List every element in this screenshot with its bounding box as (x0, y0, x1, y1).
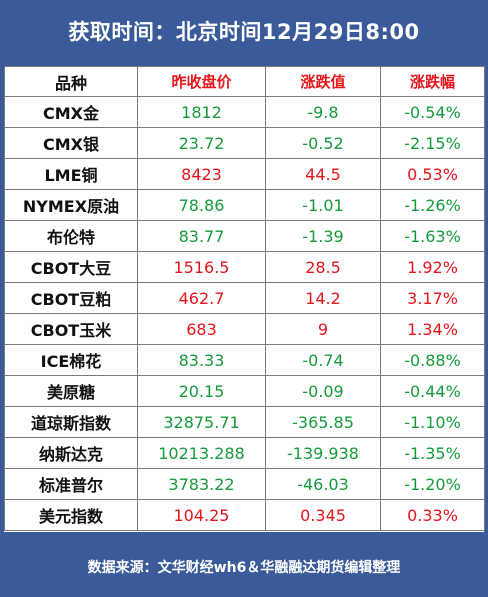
prev-close-cell: 83.33 (137, 344, 266, 376)
product-name-cell: NYMEX原油 (4, 189, 138, 221)
prev-close-cell: 462.7 (137, 282, 266, 314)
prev-close-cell: 3783.22 (137, 468, 266, 500)
change-cell: -365.85 (265, 406, 381, 438)
product-name-cell: 道琼斯指数 (4, 406, 138, 438)
change-cell: 0.345 (265, 499, 381, 531)
header-product: 品种 (4, 66, 138, 97)
product-name-cell: CMX银 (4, 127, 138, 159)
table-row: CBOT大豆 1516.5 28.5 1.92% (4, 251, 485, 283)
data-source-note: 数据来源：文华财经wh6＆华融融达期货编辑整理 (87, 559, 401, 576)
change-pct-cell: 0.33% (380, 499, 485, 531)
change-cell: -1.39 (265, 220, 381, 252)
quote-table: 品种 昨收盘价 涨跌值 涨跌幅 CMX金 1812 -9.8 -0.54% CMX银 23… (4, 66, 485, 531)
change-cell: -139.938 (265, 437, 381, 469)
change-pct-cell: -0.44% (380, 375, 485, 407)
table-row: NYMEX原油 78.86 -1.01 -1.26% (4, 189, 485, 221)
table-row: 标准普尔 3783.22 -46.03 -1.20% (4, 468, 485, 500)
change-cell: -46.03 (265, 468, 381, 500)
change-pct-cell: -0.54% (380, 96, 485, 128)
table-row: ICE棉花 83.33 -0.74 -0.88% (4, 344, 485, 376)
prev-close-cell: 10213.288 (137, 437, 266, 469)
prev-close-cell: 1516.5 (137, 251, 266, 283)
page-title: 获取时间：北京时间12月29日8:00 (68, 20, 420, 44)
product-name-cell: 美原糖 (4, 375, 138, 407)
table-row: CMX银 23.72 -0.52 -2.15% (4, 127, 485, 159)
change-pct-cell: 0.53% (380, 158, 485, 190)
change-pct-cell: -1.20% (380, 468, 485, 500)
product-name-cell: 布伦特 (4, 220, 138, 252)
change-pct-cell: -1.10% (380, 406, 485, 438)
change-pct-cell: -1.63% (380, 220, 485, 252)
table-row: 布伦特 83.77 -1.39 -1.63% (4, 220, 485, 252)
prev-close-cell: 104.25 (137, 499, 266, 531)
table-row: LME铜 8423 44.5 0.53% (4, 158, 485, 190)
prev-close-cell: 23.72 (137, 127, 266, 159)
change-pct-cell: -1.26% (380, 189, 485, 221)
product-name-cell: ICE棉花 (4, 344, 138, 376)
change-cell: -0.74 (265, 344, 381, 376)
product-name-cell: 美元指数 (4, 499, 138, 531)
prev-close-cell: 20.15 (137, 375, 266, 407)
prev-close-cell: 32875.71 (137, 406, 266, 438)
change-pct-cell: -2.15% (380, 127, 485, 159)
table-row: CBOT玉米 683 9 1.34% (4, 313, 485, 345)
header-prev-close: 昨收盘价 (137, 66, 266, 97)
product-name-cell: LME铜 (4, 158, 138, 190)
product-name-cell: 纳斯达克 (4, 437, 138, 469)
change-cell: -0.52 (265, 127, 381, 159)
table-row: 纳斯达克 10213.288 -139.938 -1.35% (4, 437, 485, 469)
table-row: 美元指数 104.25 0.345 0.33% (4, 499, 485, 531)
table-header-row: 品种 昨收盘价 涨跌值 涨跌幅 (4, 66, 485, 97)
prev-close-cell: 78.86 (137, 189, 266, 221)
header-change: 涨跌值 (265, 66, 381, 97)
table-row: CBOT豆粕 462.7 14.2 3.17% (4, 282, 485, 314)
product-name-cell: CMX金 (4, 96, 138, 128)
change-pct-cell: -1.35% (380, 437, 485, 469)
change-pct-cell: 1.34% (380, 313, 485, 345)
table-row: 美原糖 20.15 -0.09 -0.44% (4, 375, 485, 407)
table-row: CMX金 1812 -9.8 -0.54% (4, 96, 485, 128)
change-cell: 28.5 (265, 251, 381, 283)
prev-close-cell: 1812 (137, 96, 266, 128)
prev-close-cell: 683 (137, 313, 266, 345)
change-cell: 14.2 (265, 282, 381, 314)
change-cell: 44.5 (265, 158, 381, 190)
table-row: 道琼斯指数 32875.71 -365.85 -1.10% (4, 406, 485, 438)
product-name-cell: CBOT大豆 (4, 251, 138, 283)
change-pct-cell: 1.92% (380, 251, 485, 283)
quote-table-container: 品种 昨收盘价 涨跌值 涨跌幅 CMX金 1812 -9.8 -0.54% CMX银 23… (4, 66, 485, 532)
product-name-cell: 标准普尔 (4, 468, 138, 500)
change-pct-cell: 3.17% (380, 282, 485, 314)
change-cell: -9.8 (265, 96, 381, 128)
prev-close-cell: 83.77 (137, 220, 266, 252)
change-cell: -1.01 (265, 189, 381, 221)
header-change-pct: 涨跌幅 (380, 66, 485, 97)
change-cell: -0.09 (265, 375, 381, 407)
prev-close-cell: 8423 (137, 158, 266, 190)
product-name-cell: CBOT玉米 (4, 313, 138, 345)
product-name-cell: CBOT豆粕 (4, 282, 138, 314)
change-cell: 9 (265, 313, 381, 345)
change-pct-cell: -0.88% (380, 344, 485, 376)
